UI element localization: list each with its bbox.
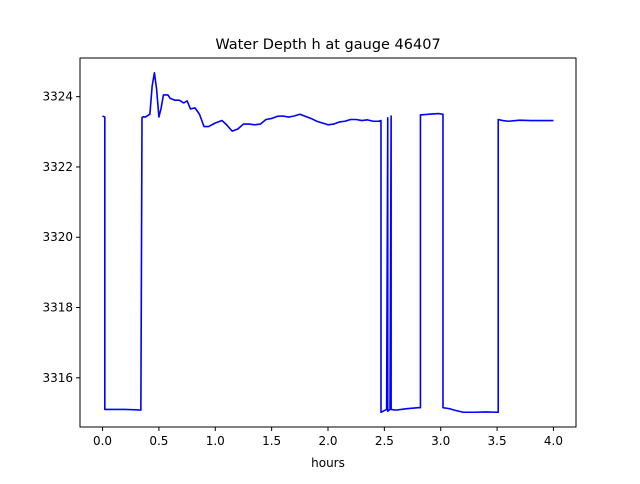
x-tick-label: 2.0 (318, 434, 337, 448)
y-tick-label: 3316 (42, 371, 73, 385)
series-line (102, 71, 554, 414)
x-tick-label: 0.0 (93, 434, 112, 448)
x-tick-label: 3.0 (431, 434, 450, 448)
chart-title: Water Depth h at gauge 46407 (215, 37, 440, 53)
x-tick-label: 1.5 (262, 434, 281, 448)
x-axis-label: hours (311, 456, 345, 470)
y-tick-label: 3320 (42, 230, 73, 244)
x-tick-label: 1.0 (206, 434, 225, 448)
x-axis: 0.0 0.5 1.0 1.5 2.0 2.5 3.0 3.5 4.0 (93, 427, 563, 448)
y-axis: 3316 3318 3320 3322 3324 (42, 90, 80, 385)
y-tick-label: 3322 (42, 160, 73, 174)
plot-area (102, 71, 554, 414)
x-tick-label: 0.5 (149, 434, 168, 448)
x-tick-label: 2.5 (375, 434, 394, 448)
y-tick-label: 3324 (42, 90, 73, 104)
x-tick-label: 3.5 (488, 434, 507, 448)
y-tick-label: 3318 (42, 301, 73, 315)
x-tick-label: 4.0 (544, 434, 563, 448)
